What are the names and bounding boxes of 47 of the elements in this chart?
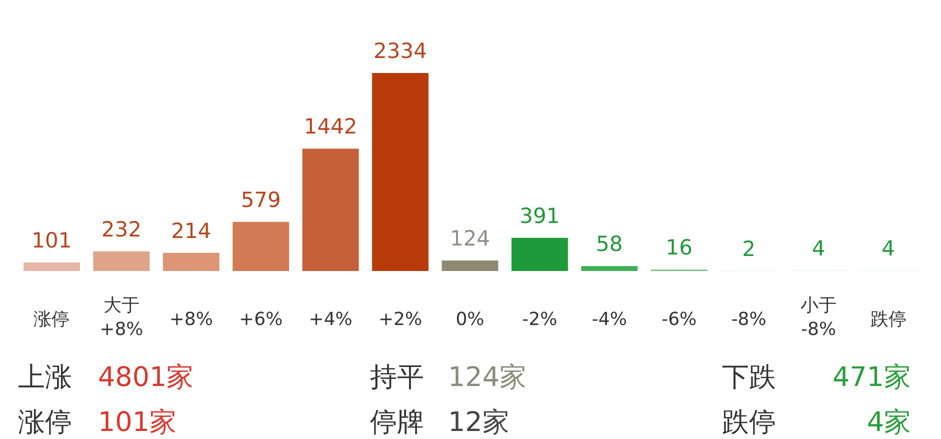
text: 12家 (448, 407, 510, 438)
data-label: 4 (812, 236, 826, 261)
x-tick-label: 大于 +8% (100, 295, 144, 340)
x-tick-label: -6% (662, 309, 697, 330)
x-tick-label: +2% (378, 309, 422, 330)
x-tick-label: 跌停 (870, 309, 906, 330)
text: 124家 (448, 362, 527, 393)
text: 上涨 (18, 362, 72, 393)
data-label: 232 (101, 217, 142, 242)
bar (581, 266, 638, 271)
bar (162, 252, 220, 271)
text: 下跌 (722, 362, 776, 393)
x-tick-label: -2% (522, 309, 558, 330)
data-label: 214 (171, 218, 212, 243)
bar (232, 222, 290, 271)
data-label: 579 (240, 188, 281, 212)
x-tick-label: +8% (169, 309, 213, 330)
x-tick-label: -8% (731, 309, 766, 330)
data-label: 58 (596, 232, 623, 256)
x-tick-label: 涨停 (34, 309, 70, 330)
x-tick-label: 0% (456, 309, 484, 330)
bar (302, 148, 359, 271)
bar (372, 73, 429, 271)
data-label: 2 (742, 236, 756, 261)
bar (93, 251, 150, 271)
text: 4801家 (98, 362, 194, 393)
text: 停牌 (370, 407, 424, 438)
x-tick-label: +4% (308, 309, 352, 330)
data-label: 124 (450, 226, 490, 250)
data-label: 1442 (304, 114, 358, 139)
data-label: 4 (882, 236, 895, 261)
bar (23, 262, 80, 271)
data-label: 2334 (374, 39, 428, 63)
data-label: 16 (666, 236, 693, 260)
bar (511, 238, 568, 271)
x-tick-label: +6% (239, 309, 283, 330)
x-tick-label: 小于 -8% (800, 295, 837, 340)
text: 持平 (370, 362, 424, 393)
data-label: 101 (32, 228, 72, 252)
x-tick-label: -4% (592, 309, 627, 330)
text: 跌停 (722, 407, 776, 438)
text: 101家 (98, 407, 177, 438)
data-label: 391 (520, 204, 560, 228)
text: 471家 (832, 362, 911, 393)
text: 4家 (866, 407, 911, 438)
bar (442, 260, 498, 271)
text: 涨停 (18, 407, 72, 438)
